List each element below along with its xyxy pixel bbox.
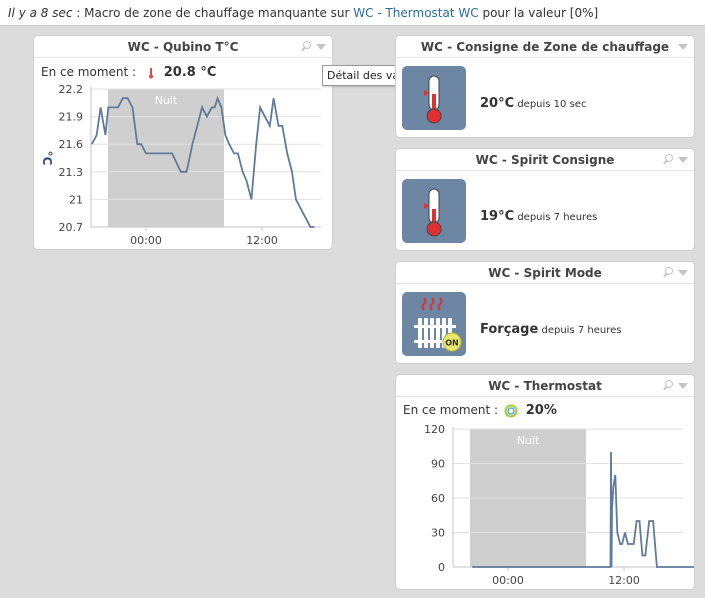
zoom-icon[interactable] [662,267,674,279]
chevron-down-icon[interactable] [316,44,326,50]
y-tick-label: 0 [438,561,445,574]
x-axis: 00:00 12:00 [91,226,321,247]
on-badge: ON [442,332,462,352]
notification-message: Macro de zone de chauffage manquante sur [84,6,354,20]
current-value-row: En ce moment : 20.8 °C [41,65,216,80]
x-tick-label: 00:00 [130,234,162,247]
thermometer-icon [424,188,442,237]
y-tick-label: 90 [431,458,445,471]
notification-message-end: pour la valeur [0%] [478,6,599,20]
status-value: 20°C [480,96,515,111]
status-line: 19°C depuis 7 heures [480,209,597,224]
current-value: 20.8 °C [163,65,217,80]
y-tick-label: 30 [431,527,445,540]
thermostat-chart[interactable]: Nuit 120 90 60 30 0 00:00 12:00 [396,419,694,591]
widget-title: WC - Thermostat [396,375,694,397]
status-line: 20°C depuis 10 sec [480,96,586,111]
on-badge-label: ON [445,339,459,348]
widget-title-text: WC - Qubino T°C [127,40,239,54]
widget-title-text: WC - Spirit Mode [488,266,602,280]
x-tick-label: 00:00 [492,574,524,587]
status-value: Forçage [480,322,539,337]
y-axis: 120 90 60 30 0 [424,423,454,574]
chevron-down-icon[interactable] [678,44,688,50]
y-tick-label: 60 [431,492,445,505]
mini-thermometer-icon [148,67,153,78]
y-tick-label: 22.2 [59,83,84,96]
qubino-chart[interactable]: Nuit 22.2 21.9 21.6 21.3 21 20.7 00:00 12:00 °… [34,80,332,250]
night-band [108,89,224,227]
x-tick-label: 12:00 [608,574,640,587]
zoom-icon[interactable] [300,41,312,53]
y-tick-label: 21 [69,193,83,206]
y-axis: 22.2 21.9 21.6 21.3 21 20.7 [59,83,92,234]
widget-title-text: WC - Consigne de Zone de chauffage [420,40,670,54]
current-value: 20% [525,403,557,418]
widget-title-text: WC - Thermostat [488,379,602,393]
thermometer-icon-box [402,66,466,130]
notification-bar: Il y a 8 sec : Macro de zone de chauffag… [0,0,705,26]
night-label: Nuit [155,94,178,107]
status-since: depuis 7 heures [517,212,598,223]
chevron-down-icon[interactable] [678,383,688,389]
y-tick-label: 20.7 [59,221,84,234]
qubino-widget: WC - Qubino T°C En ce moment : 20.8 °C N… [33,35,333,250]
notification-time: Il y a 8 sec [8,6,73,20]
notification-separator: : [72,6,85,20]
status-line: Forçage depuis 7 heures [480,322,621,337]
widget-title: WC - Spirit Mode [396,262,694,284]
widget-title: WC - Spirit Consigne [396,149,694,171]
current-value-row: En ce moment : 20% [403,403,557,418]
series-line [91,95,315,228]
thermostat-link[interactable]: WC - Thermostat [353,6,455,20]
y-tick-label: 21.9 [59,111,84,124]
widget-title-text: WC - Spirit Consigne [475,153,615,167]
thermostat-widget: WC - Thermostat En ce moment : 20% Nuit … [395,374,695,590]
zoom-icon[interactable] [662,154,674,166]
room-link[interactable]: WC [458,6,479,20]
widget-title: WC - Consigne de Zone de chauffage [396,36,694,58]
y-tick-label: 21.3 [59,166,84,179]
y-tick-label: 120 [424,423,445,436]
y-tick-label: 21.6 [59,138,84,151]
current-label: En ce moment : [403,403,499,417]
spirit-mode-widget: WC - Spirit Mode ON Forçage depuis 7 heu… [395,261,695,364]
x-tick-label: 12:00 [246,234,278,247]
zoom-icon[interactable] [662,380,674,392]
chevron-down-icon[interactable] [678,270,688,276]
status-value: 19°C [480,209,515,224]
series-line [472,451,694,568]
spirit-consigne-widget: WC - Spirit Consigne 19°C depuis 7 heure… [395,148,695,251]
current-label: En ce moment : [41,65,137,79]
widget-title: WC - Qubino T°C [34,36,332,58]
status-ring-icon [504,404,518,417]
thermometer-icon [424,75,442,124]
status-since: depuis 10 sec [517,99,587,110]
chevron-down-icon[interactable] [678,157,688,163]
status-since: depuis 7 heures [541,325,622,336]
thermometer-icon-box [402,179,466,243]
consigne-zone-widget: WC - Consigne de Zone de chauffage 20°C … [395,35,695,138]
x-axis: 00:00 12:00 [453,566,683,587]
night-label: Nuit [517,434,540,447]
y-axis-label: °C [40,151,54,166]
radiator-icon-box: ON [402,292,466,356]
